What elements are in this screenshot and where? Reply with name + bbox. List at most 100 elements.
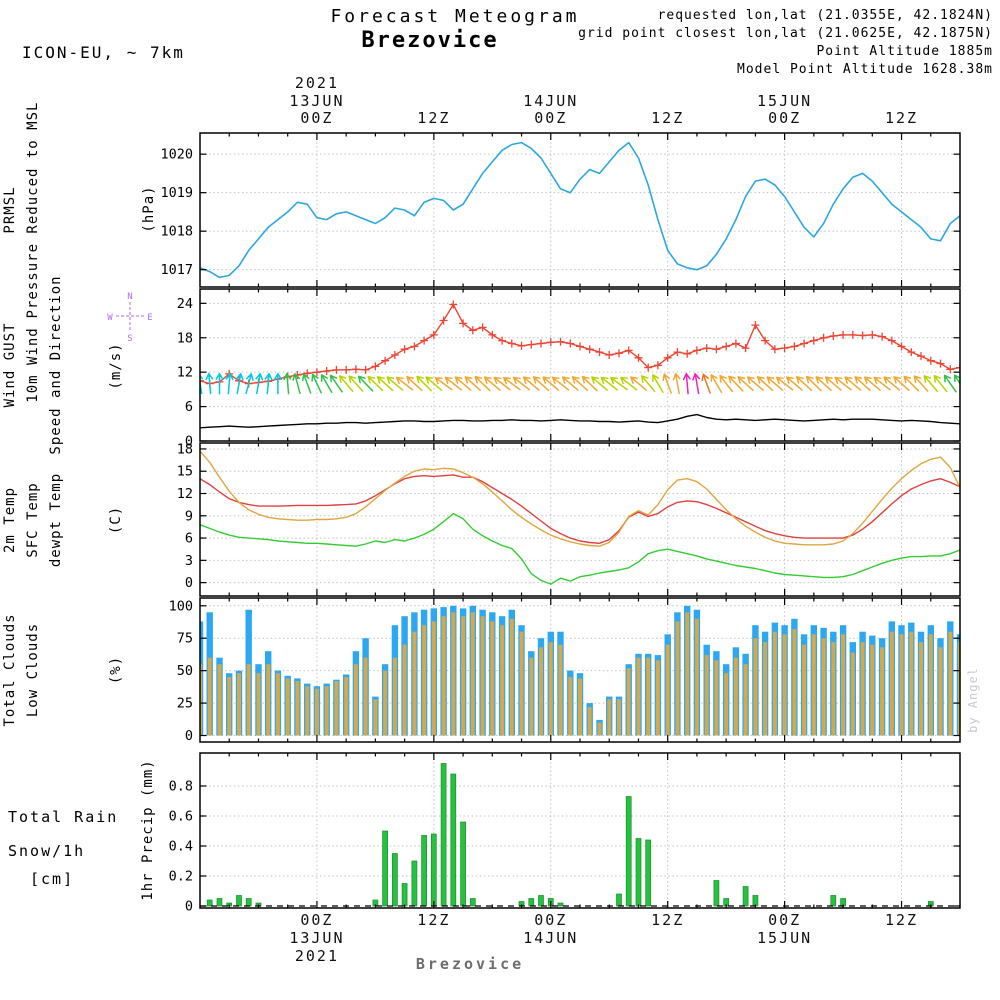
wind-arrow-glyph	[301, 373, 312, 394]
bottom-hour-label: 00Z	[300, 911, 333, 929]
rain-bar	[469, 898, 476, 907]
wind-direction-arrow	[933, 374, 948, 393]
wind-direction-arrow	[824, 376, 842, 391]
wind-direction-arrow	[215, 372, 224, 395]
precip-ytick-label: 0.4	[169, 839, 193, 855]
low-clouds-bar	[227, 677, 232, 736]
rain-bar	[830, 895, 837, 907]
low-clouds-bar	[207, 657, 212, 736]
wind-arrow-glyph	[225, 372, 234, 395]
pressure-unit-label: (hPa)	[141, 185, 157, 232]
dewpt-temp-line	[200, 512, 960, 585]
wind-direction-arrow	[483, 376, 501, 391]
wind-arrow-glyph	[205, 372, 214, 395]
wind-arrow-glyph	[551, 376, 570, 391]
wind-arrow-glyph	[933, 374, 948, 393]
wind-direction-arrow	[710, 374, 723, 394]
low-clouds-bar	[285, 678, 290, 736]
wind-arrow-glyph	[320, 374, 333, 394]
wind-arrow-glyph	[805, 375, 822, 392]
wind-unit-label: (m/s)	[108, 342, 124, 389]
low-clouds-bar	[275, 673, 280, 736]
wind-arrow-glyph	[710, 374, 723, 394]
wind-arrow-glyph	[913, 375, 929, 392]
temp-ytick-label: 3	[185, 553, 193, 569]
wind-arrow-glyph	[652, 374, 664, 394]
wind-speed-dir-label: Speed and Direction	[48, 275, 64, 454]
wind-direction-arrow	[943, 374, 957, 393]
sfc-temp-line	[200, 450, 960, 547]
low-clouds-bar	[402, 644, 407, 736]
clouds-panel-border	[199, 597, 961, 743]
temp-ytick-label: 0	[185, 575, 193, 591]
wind-direction-arrow	[454, 376, 472, 391]
wind-panel-border	[199, 288, 961, 442]
wind-arrow-glyph	[532, 376, 550, 392]
wind-direction-arrow	[630, 376, 647, 391]
wind-arrow-glyph	[255, 373, 264, 395]
temp-ytick-label: 15	[177, 464, 193, 480]
wind-direction-arrow	[746, 376, 764, 391]
rain-bar	[625, 796, 632, 907]
precip-ytick-label: 0.2	[169, 869, 193, 885]
rain-bar	[421, 835, 427, 907]
wind-arrow-glyph	[474, 375, 491, 392]
wind-direction-arrow	[701, 373, 711, 394]
wind-arrow-glyph	[522, 376, 540, 391]
wind-arrow-glyph	[357, 375, 374, 392]
bottom-hour-label: 12Z	[885, 911, 918, 929]
wind-direction-arrow	[532, 376, 550, 392]
low-clouds-bar	[568, 677, 573, 736]
wind-ytick-label: 12	[177, 365, 193, 381]
wind-direction-arrow	[339, 375, 354, 393]
low-clouds-bar	[792, 629, 797, 736]
wind-direction-arrow	[561, 376, 579, 391]
low-clouds-bar	[811, 634, 816, 736]
low-clouds-bar	[782, 634, 787, 736]
station-title: Brezovice	[361, 28, 498, 53]
wind-direction-arrow	[522, 376, 540, 391]
wind-direction-arrow	[795, 376, 813, 392]
wind-direction-arrow	[672, 373, 681, 395]
low-clouds-bar	[295, 681, 300, 736]
low-clouds-bar	[870, 644, 875, 736]
wind-arrow-glyph	[903, 375, 920, 392]
low-clouds-bar	[246, 664, 251, 736]
wind-direction-arrow	[873, 376, 891, 391]
wind-arrow-glyph	[737, 376, 754, 392]
low-clouds-bar	[344, 677, 349, 736]
wind-arrow-glyph	[834, 376, 852, 391]
labels-layer: Forecast Meteogram Brezovice ICON-EU, ~ …	[2, 6, 993, 973]
rain-bar	[392, 853, 398, 907]
low-clouds-bar	[237, 673, 241, 736]
low-clouds-bar	[665, 644, 670, 736]
low-clouds-bar	[470, 612, 475, 736]
wind-direction-arrow	[205, 372, 214, 395]
wind-direction-arrow	[551, 376, 570, 391]
low-clouds-bar	[675, 621, 680, 736]
wind-arrow-glyph	[395, 376, 414, 391]
rain-bar	[752, 895, 759, 907]
wind-direction-arrow	[834, 376, 852, 391]
bottom-year-label: 2021	[295, 947, 339, 965]
wind-direction-arrow	[719, 374, 734, 393]
rain-bar	[216, 898, 223, 907]
wind-direction-arrow	[225, 372, 234, 395]
low-clouds-bar	[880, 647, 885, 736]
wind-arrow-glyph	[502, 376, 521, 391]
rain-bar	[713, 880, 720, 907]
wind-arrow-glyph	[292, 373, 301, 395]
wind-direction-arrow	[893, 376, 910, 392]
low-clouds-bar	[509, 618, 514, 736]
top-hour-label: 00Z	[768, 109, 801, 127]
wind-arrow-glyph	[824, 376, 842, 391]
wind-arrow-glyph	[434, 376, 453, 391]
2m-temp-line	[200, 474, 960, 544]
wind-arrow-glyph	[542, 376, 560, 391]
top-day-label: 14JUN	[523, 92, 578, 110]
rain-bar	[440, 763, 447, 907]
clouds-ytick-label: 0	[185, 728, 193, 744]
top-hour-label: 12Z	[651, 109, 684, 127]
requested-coords: requested lon,lat (21.0355E, 42.1824N)	[658, 8, 993, 23]
wind-direction-arrow	[367, 375, 384, 392]
